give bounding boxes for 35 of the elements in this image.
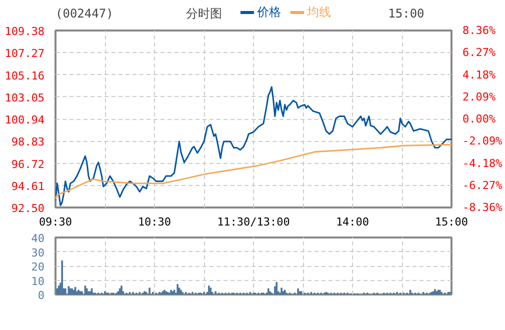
legend-label: 均线 xyxy=(307,4,331,20)
y2-tick-label: -2.09% xyxy=(462,134,503,148)
chart-subtitle: 分时图 xyxy=(186,6,222,20)
y-tick-label: 0 xyxy=(38,289,44,302)
y-tick-label: 94.61 xyxy=(11,180,45,193)
y-tick-label: 40 xyxy=(31,232,45,245)
y-tick-label: 20 xyxy=(31,260,45,274)
y2-tick-label: 2.09% xyxy=(462,90,496,104)
y2-tick-label: -4.18% xyxy=(462,156,503,170)
y-tick-label: 100.94 xyxy=(4,114,45,126)
y-tick-label: 96.72 xyxy=(11,158,45,171)
x-tick-label: 10:30 xyxy=(138,216,172,228)
y-tick-label: 107.27 xyxy=(4,47,45,60)
x-tick-label: 14:00 xyxy=(336,216,370,228)
legend-label: 价格 xyxy=(257,4,281,20)
line-series xyxy=(56,144,452,200)
y2-tick-label: -6.27% xyxy=(462,178,503,192)
y-tick-label: 103.05 xyxy=(4,91,45,104)
y-tick-label: 10 xyxy=(31,274,45,288)
line-series xyxy=(56,86,452,206)
x-tick-label: 09:30 xyxy=(38,216,72,228)
y-tick-label: 92.50 xyxy=(11,202,45,215)
chart-title: (002447) xyxy=(56,6,114,20)
x-tick-label: 11:30/13:00 xyxy=(217,216,290,228)
x-tick-label: 15:00 xyxy=(434,216,468,228)
y-tick-label: 30 xyxy=(31,246,45,260)
y2-tick-label: 0.00% xyxy=(462,112,496,126)
y2-tick-label: 8.36% xyxy=(462,24,496,37)
y2-tick-label: 6.27% xyxy=(462,46,496,60)
text: 15:00 xyxy=(388,6,424,20)
y-tick-label: 98.83 xyxy=(11,136,45,149)
y-tick-label: 109.38 xyxy=(4,25,45,38)
y-tick-label: 105.16 xyxy=(4,69,45,82)
y2-tick-label: 4.18% xyxy=(462,68,496,82)
y2-tick-label: -8.36% xyxy=(462,201,503,214)
